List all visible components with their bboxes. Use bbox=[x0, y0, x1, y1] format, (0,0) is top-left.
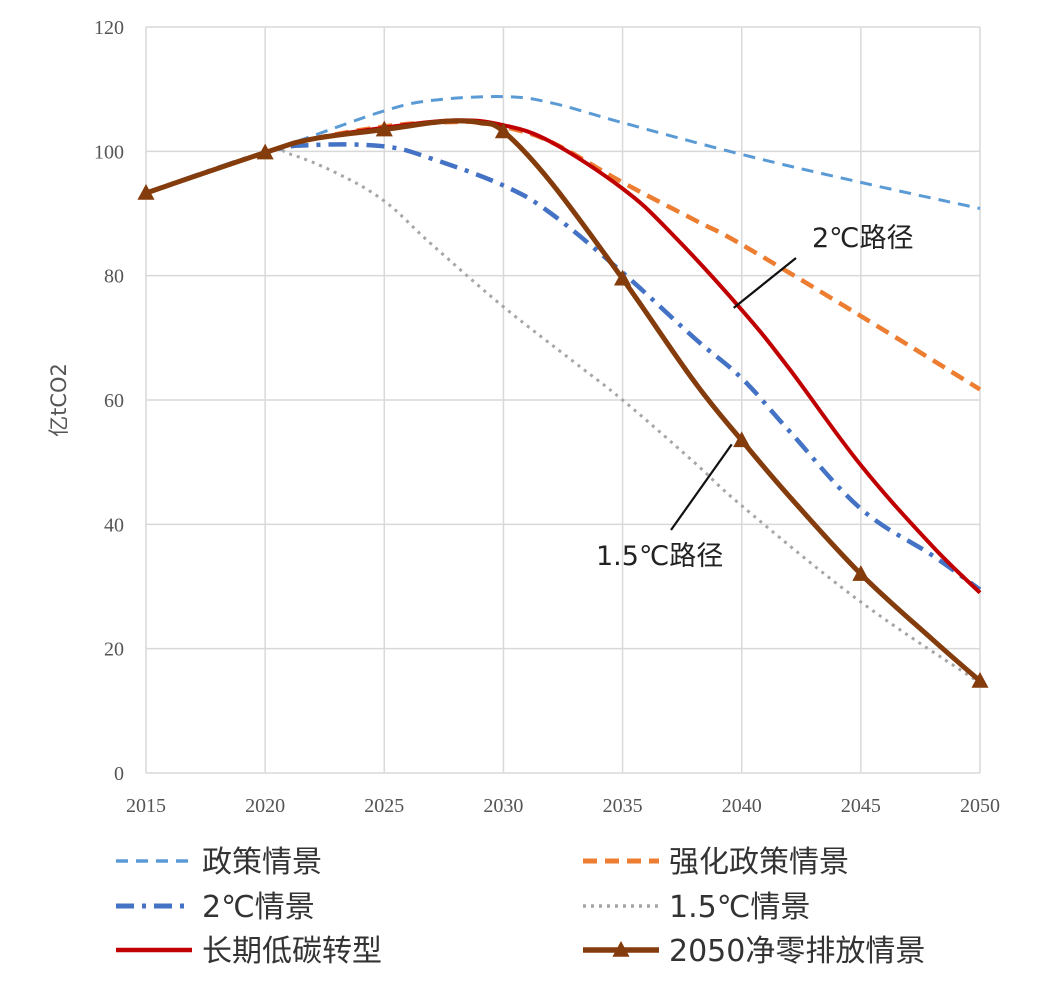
y-axis-title: 亿tCO2 bbox=[47, 363, 71, 437]
x-tick-label: 2015 bbox=[126, 795, 166, 817]
y-tick-label: 60 bbox=[104, 390, 124, 412]
annotation-leader-line bbox=[670, 443, 733, 531]
x-tick-label: 2020 bbox=[245, 795, 285, 817]
x-tick-label: 2030 bbox=[483, 795, 523, 817]
legend-item: 强化政策情景 bbox=[583, 845, 849, 880]
x-tick-label: 2035 bbox=[603, 795, 643, 817]
data-point-marker bbox=[852, 565, 870, 581]
y-tick-label: 20 bbox=[104, 639, 124, 661]
data-point-marker bbox=[494, 122, 512, 139]
legend-item: 政策情景 bbox=[116, 845, 322, 880]
annotation-leader-line bbox=[733, 257, 797, 309]
y-tick-label: 120 bbox=[94, 17, 124, 39]
series-lines bbox=[137, 95, 989, 688]
x-tick-label: 2025 bbox=[364, 795, 404, 817]
legend-label: 1.5℃情景 bbox=[669, 890, 810, 925]
x-tick-label: 2045 bbox=[841, 795, 881, 817]
data-point-marker bbox=[971, 671, 989, 688]
data-point-marker bbox=[733, 431, 751, 448]
series-line-3 bbox=[145, 147, 981, 685]
y-tick-label: 40 bbox=[104, 514, 124, 536]
y-tick-label: 80 bbox=[104, 266, 124, 288]
legend-label: 2050净零排放情景 bbox=[669, 934, 925, 969]
annotation-2c-path: 2℃路径 bbox=[812, 223, 914, 254]
legend-item: 2050净零排放情景 bbox=[583, 934, 925, 969]
legend-label: 强化政策情景 bbox=[669, 845, 849, 880]
data-point-marker bbox=[256, 143, 274, 160]
data-point-marker bbox=[375, 120, 393, 137]
series-line-5 bbox=[145, 118, 982, 683]
x-tick-label: 2040 bbox=[722, 795, 762, 817]
series-line-2 bbox=[145, 142, 982, 592]
legend-label: 长期低碳转型 bbox=[202, 934, 382, 969]
legend-item: 2℃情景 bbox=[116, 890, 315, 925]
annotations: 2℃路径 1.5℃路径 bbox=[596, 223, 914, 572]
annotation-1-5c-path: 1.5℃路径 bbox=[596, 541, 723, 572]
series-line-0 bbox=[145, 95, 981, 210]
series-line-1 bbox=[145, 119, 982, 392]
legend-item: 1.5℃情景 bbox=[583, 890, 810, 925]
data-point-marker bbox=[137, 183, 155, 200]
y-tick-label: 100 bbox=[94, 141, 124, 163]
legend-item: 长期低碳转型 bbox=[116, 934, 382, 969]
gridlines bbox=[145, 26, 981, 774]
x-tick-label: 2050 bbox=[960, 795, 1000, 817]
series-line-4 bbox=[145, 118, 982, 595]
legend-label: 2℃情景 bbox=[202, 890, 315, 925]
legend-marker bbox=[612, 941, 630, 957]
y-tick-label: 0 bbox=[114, 763, 124, 785]
data-point-marker bbox=[614, 269, 632, 286]
legend-label: 政策情景 bbox=[202, 845, 322, 880]
